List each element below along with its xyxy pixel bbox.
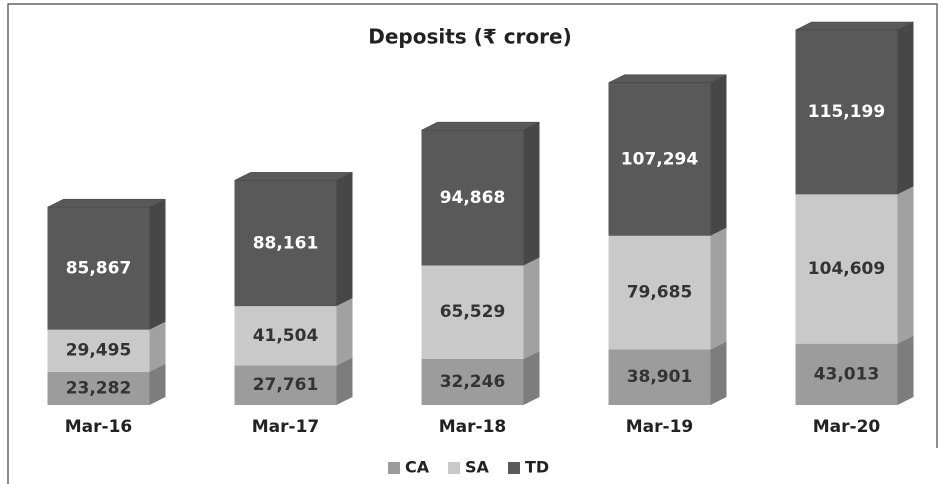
bar-side [336, 357, 353, 405]
bar-side [523, 257, 540, 359]
data-label: 94,868 [440, 188, 506, 208]
bar [234, 180, 337, 307]
bar [608, 349, 711, 405]
bar-side [897, 335, 914, 405]
data-label: 41,504 [253, 326, 319, 346]
bar [234, 365, 337, 405]
data-label: 43,013 [814, 364, 880, 384]
bar-side [710, 74, 727, 236]
data-label: 115,199 [808, 102, 885, 122]
data-label: 23,282 [66, 378, 132, 398]
bar [795, 343, 898, 405]
data-label: 65,529 [440, 302, 506, 322]
bar-side [897, 186, 914, 344]
bar-side [149, 321, 166, 372]
legend-swatch [448, 462, 460, 474]
data-label: 29,495 [66, 341, 132, 361]
bar [421, 130, 524, 266]
x-tick-label: Mar-16 [65, 417, 133, 437]
bar-side [710, 227, 727, 350]
bar [421, 358, 524, 405]
bar-top [47, 198, 166, 208]
bar-top [421, 121, 540, 131]
bar-side [336, 172, 353, 307]
legend-label: SA [465, 458, 490, 477]
bar-side [149, 363, 166, 405]
legend-swatch [388, 462, 400, 474]
bar-side [149, 199, 166, 330]
frame [7, 3, 938, 484]
bar-side [710, 341, 727, 405]
bar [795, 30, 898, 195]
bar-side [897, 22, 914, 195]
bar [47, 329, 150, 372]
bar [421, 265, 524, 359]
legend-swatch [508, 462, 520, 474]
data-label: 32,246 [440, 372, 506, 392]
legend-label: TD [525, 458, 549, 477]
bar-top [234, 172, 353, 181]
data-label: 107,294 [621, 149, 699, 169]
chart-title: Deposits (₹ crore) [368, 25, 571, 49]
bar [608, 82, 711, 236]
data-label: 85,867 [66, 258, 132, 278]
bar-top [608, 74, 727, 83]
data-label: 104,609 [808, 259, 885, 279]
data-label: 27,761 [253, 375, 319, 395]
bar [608, 235, 711, 350]
bar [47, 371, 150, 405]
bar-top [795, 21, 914, 31]
bar [234, 306, 337, 366]
legend-label: CA [405, 458, 430, 477]
x-tick-label: Mar-18 [439, 417, 507, 437]
data-label: 38,901 [627, 367, 693, 387]
x-tick-label: Mar-20 [813, 417, 881, 437]
bar-side [523, 350, 540, 405]
bar [795, 194, 898, 344]
bar-side [336, 298, 353, 366]
bar-side [523, 122, 540, 266]
data-label: 79,685 [627, 283, 693, 303]
x-tick-label: Mar-17 [252, 417, 320, 437]
bar [47, 207, 150, 330]
x-tick-label: Mar-19 [626, 417, 694, 437]
data-label: 88,161 [253, 233, 319, 253]
